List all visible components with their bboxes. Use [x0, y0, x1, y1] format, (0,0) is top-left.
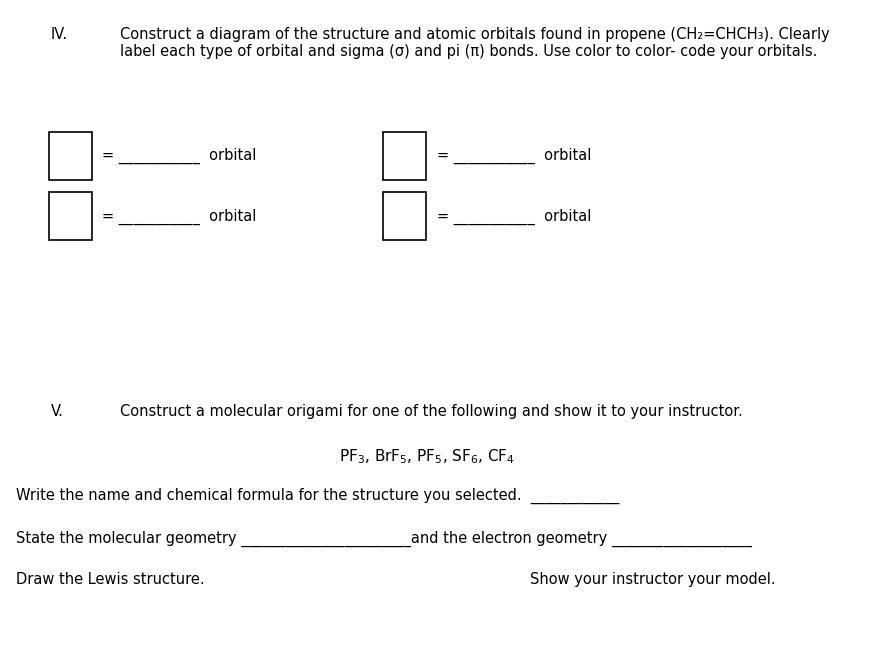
Text: Construct a diagram of the structure and atomic orbitals found in propene (CH₂=C: Construct a diagram of the structure and… — [120, 27, 830, 59]
Text: State the molecular geometry _______________________and the electron geometry __: State the molecular geometry ___________… — [16, 531, 752, 547]
Bar — [49, 192, 92, 240]
Text: IV.: IV. — [51, 27, 68, 41]
Text: Construct a molecular origami for one of the following and show it to your instr: Construct a molecular origami for one of… — [120, 404, 743, 419]
Text: = ___________  orbital: = ___________ orbital — [102, 148, 257, 164]
Text: = ___________  orbital: = ___________ orbital — [102, 208, 257, 224]
Text: Write the name and chemical formula for the structure you selected.  ___________: Write the name and chemical formula for … — [16, 488, 619, 504]
Bar — [383, 132, 426, 180]
Bar — [383, 192, 426, 240]
Text: Draw the Lewis structure.: Draw the Lewis structure. — [16, 572, 205, 587]
Text: PF$_3$, BrF$_5$, PF$_5$, SF$_6$, CF$_4$: PF$_3$, BrF$_5$, PF$_5$, SF$_6$, CF$_4$ — [339, 448, 514, 466]
Text: V.: V. — [51, 404, 63, 419]
Bar — [49, 132, 92, 180]
Text: Show your instructor your model.: Show your instructor your model. — [530, 572, 776, 587]
Text: = ___________  orbital: = ___________ orbital — [437, 148, 591, 164]
Text: = ___________  orbital: = ___________ orbital — [437, 208, 591, 224]
